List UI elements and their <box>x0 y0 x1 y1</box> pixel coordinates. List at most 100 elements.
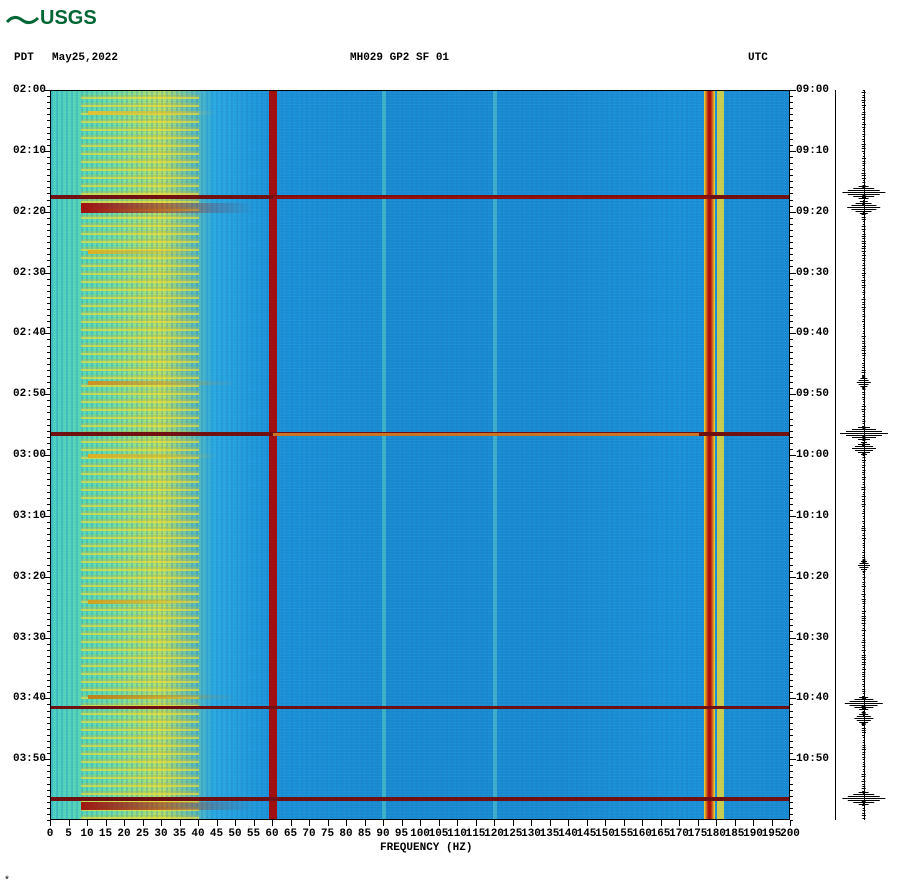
x-tick-mark <box>513 820 514 826</box>
x-tick-mark <box>50 820 51 826</box>
x-tick-mark <box>605 820 606 826</box>
amplitude-spike <box>854 718 873 719</box>
pdt-tick-label: 03:10 <box>2 510 46 522</box>
spectrogram-plot <box>50 90 790 820</box>
x-tick-mark <box>753 820 754 826</box>
x-tick-mark <box>420 820 421 826</box>
utc-tick-label: 10:20 <box>796 571 829 583</box>
x-tick-label: 50 <box>228 828 241 840</box>
utc-tick-label: 10:40 <box>796 692 829 704</box>
x-axis-label: FREQUENCY (HZ) <box>380 842 472 854</box>
x-tick-label: 85 <box>358 828 371 840</box>
amplitude-spike <box>856 382 870 383</box>
x-tick-label: 120 <box>484 828 504 840</box>
x-tick-label: 55 <box>247 828 260 840</box>
x-tick-label: 135 <box>540 828 560 840</box>
x-tick-mark <box>790 820 791 826</box>
x-tick-label: 190 <box>743 828 763 840</box>
x-tick-label: 35 <box>173 828 186 840</box>
broadband-event <box>51 706 789 709</box>
utc-tick-label: 10:00 <box>796 449 829 461</box>
x-tick-label: 200 <box>780 828 800 840</box>
x-tick-label: 130 <box>521 828 541 840</box>
x-tick-mark <box>87 820 88 826</box>
x-tick-mark <box>642 820 643 826</box>
x-tick-mark <box>254 820 255 826</box>
x-tick-label: 100 <box>410 828 430 840</box>
freq-band-181hz <box>717 91 724 819</box>
x-tick-label: 105 <box>429 828 449 840</box>
utc-tick-label: 09:40 <box>796 327 829 339</box>
x-tick-mark <box>679 820 680 826</box>
amplitude-spike <box>842 192 885 193</box>
x-tick-mark <box>494 820 495 826</box>
x-tick-mark <box>550 820 551 826</box>
x-tick-label: 115 <box>466 828 486 840</box>
x-tick-mark <box>106 820 107 826</box>
x-tick-label: 170 <box>669 828 689 840</box>
pdt-tick-label: 02:40 <box>2 327 46 339</box>
utc-tick-label: 10:50 <box>796 753 829 765</box>
x-tick-mark <box>531 820 532 826</box>
pdt-tick-label: 03:30 <box>2 632 46 644</box>
lowfreq-streak <box>81 203 255 213</box>
utc-tick-label: 09:30 <box>796 267 829 279</box>
x-tick-label: 185 <box>725 828 745 840</box>
x-tick-mark <box>402 820 403 826</box>
amplitude-trace-panel <box>835 90 891 820</box>
left-timezone-label: PDT <box>14 52 34 64</box>
x-tick-mark <box>568 820 569 826</box>
amplitude-spike <box>847 207 881 208</box>
x-tick-label: 145 <box>577 828 597 840</box>
x-tick-label: 60 <box>265 828 278 840</box>
usgs-logo-text: USGS <box>40 7 97 29</box>
utc-tick-label: 10:30 <box>796 632 829 644</box>
x-tick-mark <box>272 820 273 826</box>
x-tick-label: 110 <box>447 828 467 840</box>
x-tick-label: 15 <box>99 828 112 840</box>
amplitude-spike <box>852 448 876 449</box>
x-tick-label: 70 <box>302 828 315 840</box>
x-tick-label: 125 <box>503 828 523 840</box>
lowfreq-streak <box>88 250 199 254</box>
utc-tick-label: 09:50 <box>796 388 829 400</box>
amplitude-spike <box>858 565 870 566</box>
lowfreq-streak <box>81 802 255 810</box>
x-tick-label: 95 <box>395 828 408 840</box>
usgs-logo: USGS <box>6 4 98 30</box>
x-tick-label: 175 <box>688 828 708 840</box>
x-tick-label: 195 <box>762 828 782 840</box>
pdt-tick-label: 03:20 <box>2 571 46 583</box>
lowfreq-streak <box>88 381 236 385</box>
lowfreq-streak <box>88 695 236 699</box>
x-tick-mark <box>476 820 477 826</box>
x-tick-label: 30 <box>154 828 167 840</box>
x-tick-label: 90 <box>376 828 389 840</box>
x-tick-label: 165 <box>651 828 671 840</box>
x-tick-label: 10 <box>80 828 93 840</box>
x-tick-label: 160 <box>632 828 652 840</box>
station-label: MH029 GP2 SF 01 <box>350 52 449 64</box>
x-tick-label: 155 <box>614 828 634 840</box>
x-tick-mark <box>365 820 366 826</box>
utc-tick-label: 09:00 <box>796 84 829 96</box>
x-tick-label: 25 <box>136 828 149 840</box>
x-tick-mark <box>457 820 458 826</box>
utc-tick-label: 09:20 <box>796 206 829 218</box>
x-tick-label: 150 <box>595 828 615 840</box>
amplitude-spike <box>844 703 882 704</box>
mid-streak <box>273 433 699 436</box>
x-tick-mark <box>217 820 218 826</box>
footer-mark: * <box>4 876 10 887</box>
x-tick-mark <box>439 820 440 826</box>
utc-tick-label: 09:10 <box>796 145 829 157</box>
pdt-tick-label: 02:20 <box>2 206 46 218</box>
mid-streak <box>273 196 710 199</box>
pdt-tick-label: 02:30 <box>2 267 46 279</box>
right-timezone-label: UTC <box>748 52 768 64</box>
x-tick-label: 140 <box>558 828 578 840</box>
freq-band-90hz <box>382 91 386 819</box>
x-tick-label: 5 <box>65 828 72 840</box>
x-tick-mark <box>235 820 236 826</box>
pdt-tick-label: 02:10 <box>2 145 46 157</box>
